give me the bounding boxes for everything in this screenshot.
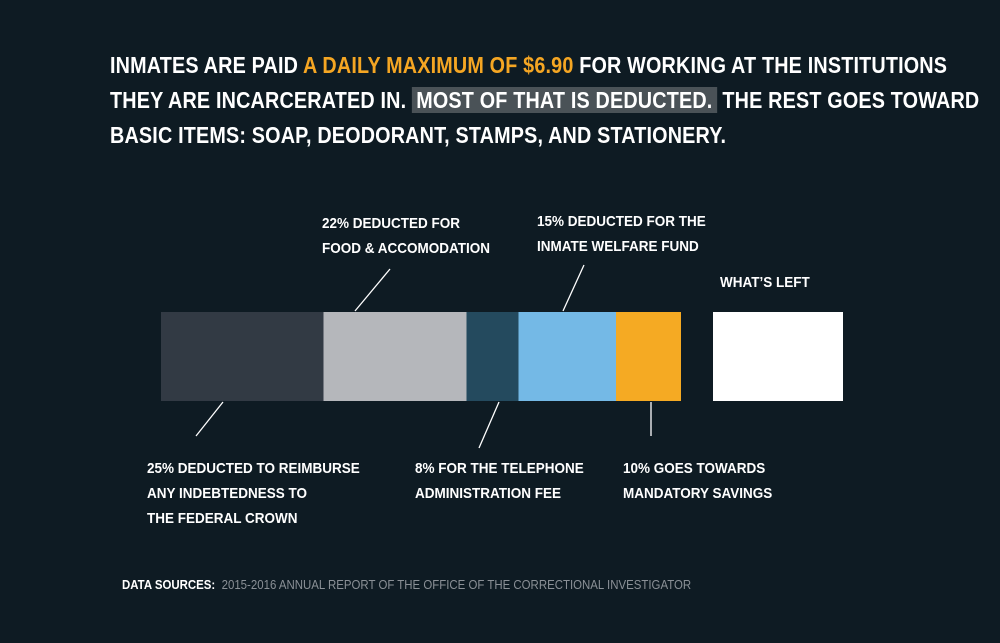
data-source: DATA SOURCES: 2015-2016 ANNUAL REPORT OF… <box>122 577 691 592</box>
leader-line <box>562 264 585 312</box>
segment-label: 25% DEDUCTED TO REIMBURSE ANY INDEBTEDNE… <box>147 460 360 527</box>
headline-line-3: BASIC ITEMS: SOAP, DEODORANT, STAMPS, AN… <box>110 118 832 153</box>
headline: INMATES ARE PAID A DAILY MAXIMUM OF $6.9… <box>110 48 979 153</box>
bar-segment <box>616 312 681 401</box>
headline-line-2: THEY ARE INCARCERATED IN. MOST OF THAT I… <box>110 83 979 118</box>
segment-label: 15% DEDUCTED FOR THE INMATE WELFARE FUND <box>537 213 706 255</box>
headline-text: BASIC ITEMS: SOAP, DEODORANT, STAMPS, AN… <box>110 122 727 148</box>
bar-segment <box>466 312 519 401</box>
leader-line <box>354 268 391 312</box>
leader-line <box>195 401 224 437</box>
segment-label: 10% GOES TOWARDS MANDATORY SAVINGS <box>623 460 773 502</box>
remainder-label: WHAT’S LEFT <box>720 274 810 291</box>
headline-text: INMATES ARE PAID <box>110 52 304 78</box>
remainder-bar <box>713 312 843 401</box>
bar-segment <box>161 312 324 401</box>
headline-text: THE REST GOES TOWARD <box>716 87 980 113</box>
bar-segment <box>518 312 616 401</box>
source-label: DATA SOURCES: <box>122 577 216 592</box>
segment-label: 8% FOR THE TELEPHONE ADMINISTRATION FEE <box>415 460 584 502</box>
source-text: 2015-2016 ANNUAL REPORT OF THE OFFICE OF… <box>221 577 692 592</box>
bar-segment <box>323 312 467 401</box>
leader-line <box>478 401 500 449</box>
headline-text: THEY ARE INCARCERATED IN. <box>110 87 412 113</box>
segment-label: 22% DEDUCTED FOR FOOD & ACCOMODATION <box>322 215 490 257</box>
headline-boxed-phrase: MOST OF THAT IS DEDUCTED. <box>411 87 717 113</box>
headline-text: FOR WORKING AT THE INSTITUTIONS <box>573 52 948 78</box>
headline-line-1: INMATES ARE PAID A DAILY MAXIMUM OF $6.9… <box>110 48 947 83</box>
headline-highlight: A DAILY MAXIMUM OF $6.90 <box>303 52 574 78</box>
